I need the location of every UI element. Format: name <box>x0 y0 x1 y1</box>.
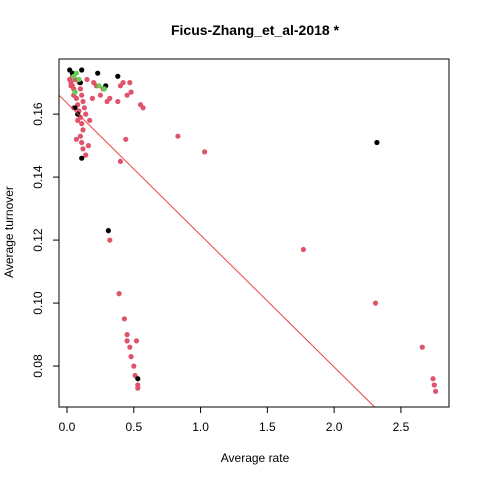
data-point-2-2 <box>76 76 82 83</box>
data-point-0-47 <box>123 136 129 142</box>
data-point-0-46 <box>117 158 123 164</box>
data-point-0-45 <box>140 105 146 111</box>
data-point-0-21 <box>80 146 86 152</box>
data-point-0-19 <box>77 133 83 139</box>
data-point-0-55 <box>127 344 133 350</box>
data-point-2-4 <box>101 86 107 92</box>
data-point-2-3 <box>96 83 102 89</box>
x-axis: 0.0 0.5 1.0 1.5 2.0 2.5 <box>59 407 410 434</box>
y-tick-label: 0.14 <box>31 165 45 189</box>
data-point-0-48 <box>175 133 181 139</box>
data-point-0-53 <box>124 332 130 338</box>
y-tick-label: 0.16 <box>31 102 45 126</box>
data-point-0-29 <box>84 76 90 83</box>
data-point-0-34 <box>97 92 103 98</box>
data-point-1-11 <box>374 139 380 146</box>
x-tick-label: 1.5 <box>259 420 276 434</box>
data-point-0-13 <box>80 98 86 105</box>
data-point-0-65 <box>430 376 436 382</box>
data-point-0-56 <box>128 354 134 360</box>
data-point-1-12 <box>135 376 141 382</box>
plot-marks <box>67 67 439 394</box>
y-axis: 0.08 0.10 0.12 0.14 0.16 <box>31 102 59 378</box>
data-point-1-9 <box>79 155 85 161</box>
data-point-0-38 <box>115 98 121 105</box>
data-point-0-63 <box>372 300 379 306</box>
x-axis-label: Average rate <box>221 451 290 465</box>
data-point-0-67 <box>433 388 439 394</box>
data-point-0-51 <box>116 291 122 297</box>
data-point-1-3 <box>95 70 101 76</box>
data-point-0-14 <box>81 105 87 111</box>
data-point-0-40 <box>120 80 126 86</box>
data-point-1-10 <box>105 228 111 234</box>
plot-frame <box>58 58 450 408</box>
x-tick-label: 2.0 <box>326 420 343 434</box>
data-point-1-2 <box>79 67 85 73</box>
y-tick-label: 0.12 <box>31 228 45 252</box>
data-point-0-27 <box>75 117 81 123</box>
data-point-0-52 <box>121 316 127 322</box>
data-point-0-61 <box>135 385 141 391</box>
data-point-0-11 <box>77 86 83 92</box>
data-point-0-17 <box>79 121 85 127</box>
y-tick-label: 0.10 <box>31 291 45 315</box>
x-tick-label: 0.5 <box>125 420 142 434</box>
chart-title: Ficus-Zhang_et_al-2018 * <box>171 22 340 38</box>
data-point-0-64 <box>419 344 425 350</box>
data-point-0-37 <box>107 95 113 101</box>
data-point-0-41 <box>124 92 130 98</box>
data-point-2-1 <box>73 70 79 76</box>
data-point-0-6 <box>73 95 79 101</box>
data-point-0-18 <box>80 127 86 133</box>
x-tick-label: 0.0 <box>59 420 76 434</box>
data-point-0-15 <box>83 111 89 117</box>
y-tick-label: 0.08 <box>31 354 45 378</box>
data-point-0-49 <box>202 149 208 155</box>
y-axis-label: Average turnover <box>2 186 16 278</box>
data-point-0-50 <box>107 237 113 243</box>
data-point-0-57 <box>133 338 140 344</box>
data-point-0-31 <box>89 95 95 101</box>
x-tick-label: 1.0 <box>192 420 209 434</box>
data-point-2-5 <box>72 89 78 95</box>
data-point-0-42 <box>127 80 133 86</box>
data-point-0-25 <box>68 83 74 89</box>
x-tick-label: 2.5 <box>393 420 410 434</box>
data-point-0-58 <box>131 363 137 369</box>
data-point-0-30 <box>87 117 93 123</box>
data-point-0-12 <box>79 92 85 98</box>
data-point-0-20 <box>79 139 85 146</box>
data-point-0-62 <box>300 246 306 253</box>
data-point-0-66 <box>431 382 437 388</box>
data-point-0-24 <box>73 136 79 142</box>
data-point-0-22 <box>83 152 89 158</box>
data-point-0-54 <box>124 338 130 344</box>
data-point-0-23 <box>85 143 91 149</box>
data-point-0-43 <box>128 89 134 95</box>
regression-line <box>58 94 375 408</box>
data-point-1-4 <box>115 73 121 79</box>
